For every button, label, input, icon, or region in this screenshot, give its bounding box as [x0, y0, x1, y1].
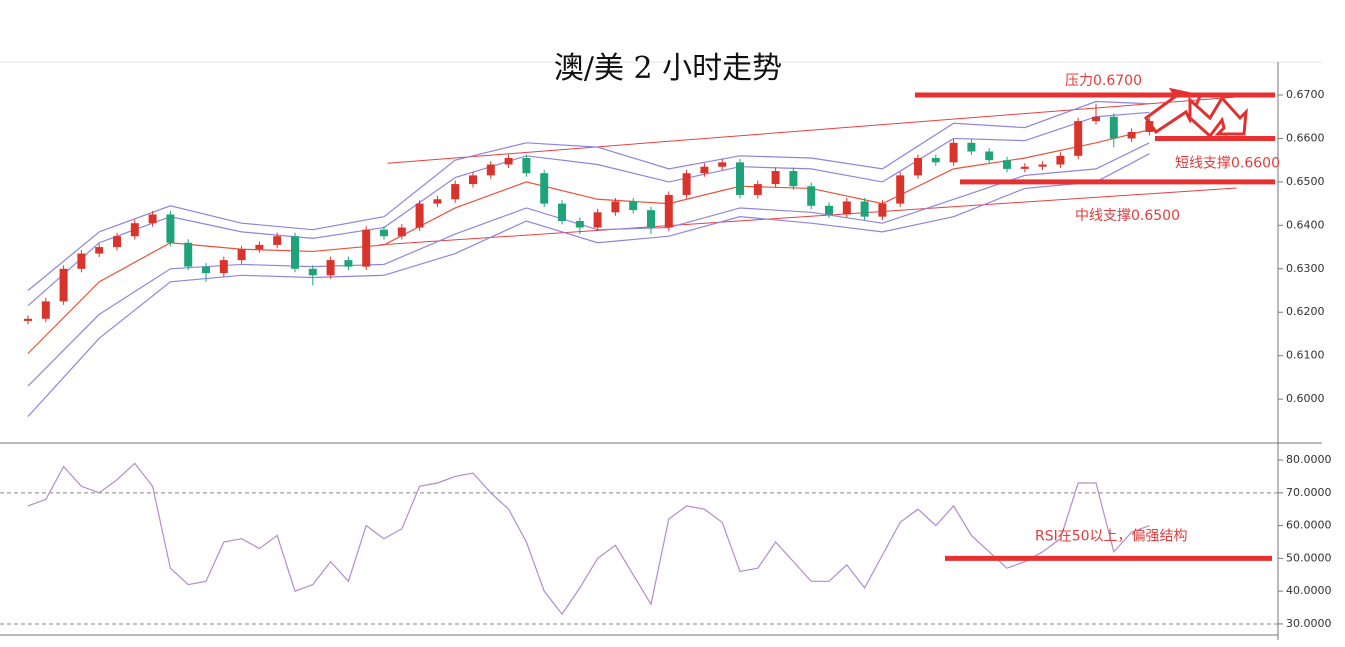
candle-body — [540, 173, 549, 204]
band-line — [27, 129, 1150, 354]
y-tick-label: 0.6700 — [1286, 88, 1325, 101]
candle-body — [967, 142, 976, 152]
band-line — [27, 111, 1150, 307]
candle-body — [522, 158, 531, 174]
y-tick-label: 50.0000 — [1286, 551, 1332, 564]
candle-body — [629, 201, 638, 211]
candle-body — [255, 244, 264, 250]
candle-body — [1074, 121, 1083, 156]
candle-body — [397, 227, 406, 237]
y-tick-label: 0.6600 — [1286, 131, 1325, 144]
candle-body — [77, 253, 86, 269]
candle-body — [469, 175, 477, 185]
y-tick-label: 80.0000 — [1286, 453, 1332, 466]
y-tick-label: 70.0000 — [1286, 486, 1332, 499]
candle-body — [700, 166, 709, 174]
candle-body — [344, 260, 353, 267]
chart-title: 澳/美 2 小时走势 — [554, 51, 782, 86]
candle-body — [415, 203, 424, 228]
band-line — [27, 100, 1150, 291]
candle-body — [1020, 166, 1029, 169]
candle-body — [273, 236, 282, 245]
candle-body — [949, 142, 958, 163]
candle-body — [718, 162, 727, 167]
candle-body — [380, 229, 388, 237]
candle-body — [753, 184, 762, 195]
candle-body — [41, 301, 50, 319]
plot-area: 0.6700 0.6600 0.6500 0.6400 0.6300 0.6200 0.61… — [0, 73, 1332, 630]
candle-body — [202, 266, 210, 274]
y-tick-label: 40.0000 — [1286, 584, 1332, 597]
y-tick-label: 30.0000 — [1286, 617, 1332, 630]
candle-body — [860, 201, 869, 217]
candle-body — [166, 214, 175, 243]
candle-body — [825, 205, 833, 215]
y-tick-label: 60.0000 — [1286, 519, 1332, 532]
candle-body — [1145, 121, 1154, 132]
candle-body — [664, 194, 673, 228]
candle-body — [308, 268, 317, 276]
candle-body — [647, 210, 655, 228]
candle-body — [736, 162, 744, 195]
candle-body — [985, 151, 994, 161]
candle-body — [1056, 155, 1065, 165]
candle-body — [558, 203, 566, 222]
candle-body — [237, 249, 246, 261]
candle-body — [362, 229, 371, 267]
level-label: 中线支撑0.6500 — [1075, 208, 1180, 224]
candle-body — [504, 158, 513, 165]
candle-body — [842, 201, 851, 215]
candle-body — [878, 203, 887, 217]
candle-body — [807, 186, 816, 206]
candle-body — [291, 236, 299, 269]
candle-body — [789, 171, 798, 187]
y-tick-label: 0.6000 — [1286, 392, 1325, 405]
level-label: 短线支撑0.6600 — [1175, 155, 1280, 171]
candle-body — [575, 221, 584, 228]
candle-body — [771, 171, 780, 185]
candle-body — [130, 223, 139, 237]
candle-body — [914, 158, 922, 176]
candle-body — [1003, 160, 1011, 169]
rsi-line — [27, 462, 1150, 616]
candle-body — [433, 199, 442, 204]
candle-body — [1038, 164, 1047, 167]
y-tick-label: 0.6200 — [1286, 305, 1325, 318]
candle-body — [148, 214, 157, 224]
candle-body — [931, 158, 940, 163]
candle-body — [593, 212, 602, 228]
y-tick-label: 0.6400 — [1286, 218, 1325, 231]
candle-body — [1109, 116, 1118, 139]
trendline — [387, 95, 1251, 164]
candle-body — [219, 260, 228, 274]
candle-body — [184, 242, 193, 267]
y-tick-label: 0.6300 — [1286, 262, 1325, 275]
candle-body — [24, 318, 32, 321]
band-line — [27, 153, 1150, 417]
level-label: 压力0.6700 — [1065, 73, 1142, 89]
arrow — [1188, 95, 1248, 139]
candle-body — [682, 173, 691, 195]
candle-body — [113, 236, 121, 248]
trendline — [378, 187, 1237, 246]
y-tick-label: 0.6500 — [1286, 175, 1325, 188]
band-line — [27, 142, 1150, 387]
candle-body — [326, 260, 335, 276]
level-label: RSI在50以上，偏强结构 — [1035, 528, 1188, 544]
y-tick-label: 0.6100 — [1286, 349, 1325, 362]
candle-body — [59, 268, 68, 302]
candle-body — [896, 175, 905, 204]
candle-body — [1127, 131, 1136, 139]
candle-body — [486, 164, 495, 176]
candle-body — [95, 247, 104, 254]
candle-body — [611, 201, 620, 213]
candle-body — [451, 184, 460, 200]
candle-body — [1092, 116, 1100, 122]
